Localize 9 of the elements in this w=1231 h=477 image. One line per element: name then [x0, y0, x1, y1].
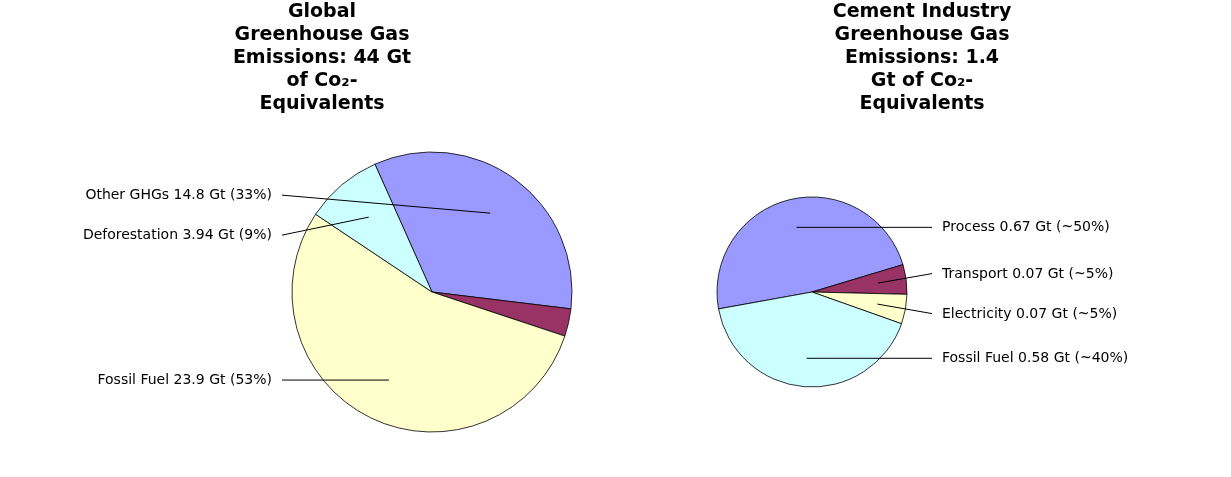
slice-label: Transport 0.07 Gt (~5%)	[941, 264, 1114, 281]
slice-label: Process 0.67 Gt (~50%)	[942, 218, 1110, 235]
slice-label: Fossil Fuel 23.9 Gt (53%)	[97, 371, 272, 388]
slice-label: Electricity 0.07 Gt (~5%)	[942, 304, 1118, 321]
slice-label: Deforestation 3.94 Gt (9%)	[82, 226, 272, 243]
chart-title: Cement Industry Greenhouse Gas Emissions: 1.4 Gt of Co₂-Equivalents	[832, 0, 1012, 113]
slice-label: Fossil Fuel 0.58 Gt (~40%)	[942, 349, 1129, 366]
slice-label: Other GHGs 14.8 Gt (33%)	[85, 186, 272, 203]
chart-title: Global Greenhouse Gas Emissions: 44 Gt of Co₂-Equivalents	[232, 0, 412, 113]
